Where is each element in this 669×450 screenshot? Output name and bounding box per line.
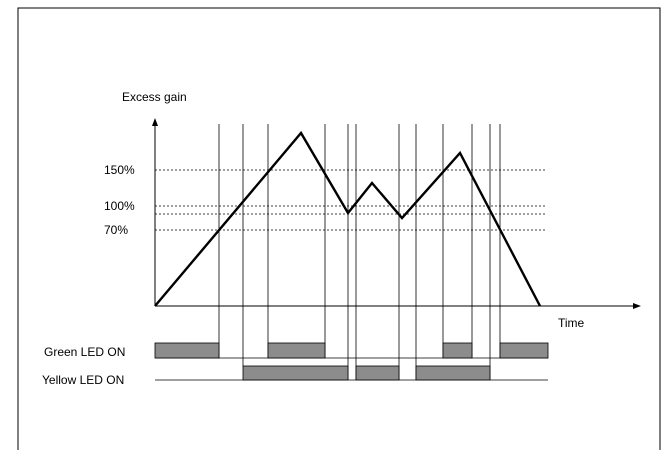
- tick-label-150: 150%: [104, 163, 135, 177]
- y-axis-label: Excess gain: [122, 90, 187, 104]
- yellow-led-label: Yellow LED ON: [42, 373, 124, 387]
- yellow-led-bars: [242, 365, 491, 381]
- green-led-bar-3: [442, 342, 473, 359]
- tick-label-70: 70%: [104, 223, 128, 237]
- x-axis-arrow: [633, 303, 641, 309]
- y-axis-arrow: [152, 118, 158, 126]
- event-lines: [218, 124, 501, 380]
- yellow-led-bar-1: [242, 365, 349, 381]
- figure-border: [17, 7, 661, 450]
- threshold-lines: [155, 169, 547, 231]
- green-led-bar-1: [154, 342, 220, 359]
- x-axis-label: Time: [558, 316, 585, 330]
- green-led-bars: [154, 342, 549, 359]
- tick-label-100: 100%: [104, 199, 135, 213]
- green-led-label: Green LED ON: [44, 345, 125, 359]
- green-led-bar-4: [499, 342, 549, 359]
- green-led-bar-2: [267, 342, 326, 359]
- yellow-led-bar-2: [355, 365, 400, 381]
- yellow-led-bar-3: [415, 365, 491, 381]
- excess-gain-curve: [154, 130, 542, 307]
